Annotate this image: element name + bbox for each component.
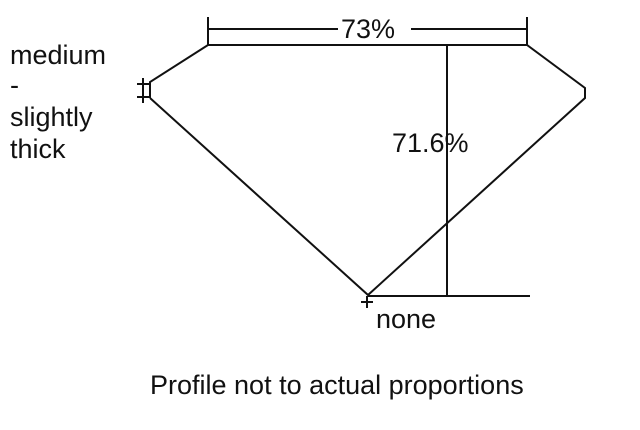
girdle-label-line4: thick [10,134,66,164]
crown-outline [149,44,586,297]
caption: Profile not to actual proportions [150,370,524,400]
culet-label: none [376,304,437,334]
table-percentage-label: 73% [341,14,396,44]
girdle-label-line3: slightly [10,102,93,132]
girdle-label-line2: - [10,70,19,100]
girdle-label-line1: medium [10,40,107,70]
depth-percentage-label: 71.6% [392,128,469,158]
